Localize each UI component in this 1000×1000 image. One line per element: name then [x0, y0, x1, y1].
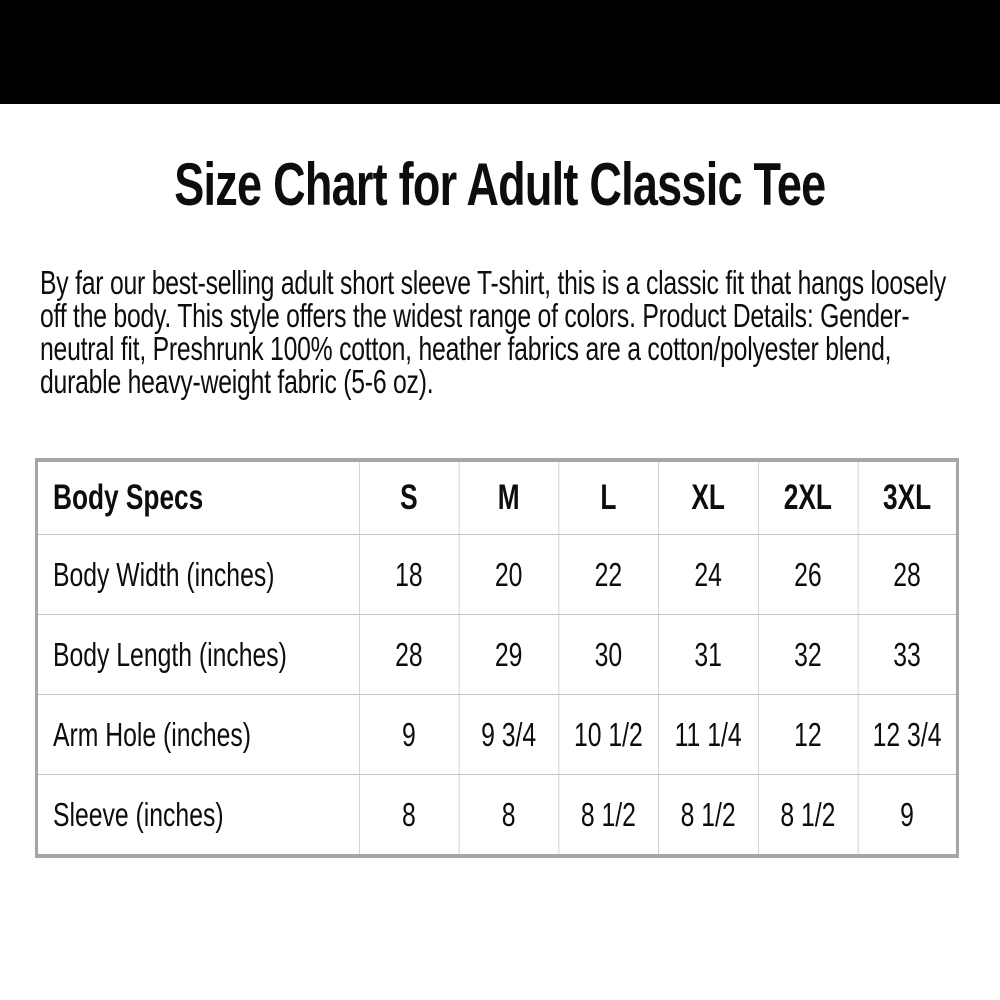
page-title: Size Chart for Adult Classic Tee [174, 151, 826, 218]
table-cell: 33 [857, 614, 958, 695]
size-chart-table: Body Specs S M L XL 2XL 3XL Body Width (… [35, 458, 959, 858]
header-bar [0, 0, 1000, 104]
table-cell: 8 [458, 774, 559, 857]
table-cell: 11 1/4 [657, 694, 759, 775]
table-cell: 20 [458, 534, 559, 615]
table-row: Body Length (inches) 28 29 30 31 32 33 [36, 614, 958, 695]
column-header-xl: XL [657, 459, 759, 535]
column-header-s: S [358, 459, 460, 535]
column-header-body-specs: Body Specs [36, 459, 360, 535]
column-header-2xl: 2XL [757, 459, 859, 535]
table-cell: 8 1/2 [657, 774, 759, 857]
table-cell: 8 1/2 [558, 774, 659, 857]
table-header-row: Body Specs S M L XL 2XL 3XL [36, 459, 958, 535]
table-cell: 8 1/2 [757, 774, 859, 857]
table-cell: 32 [757, 614, 859, 695]
table-cell: 24 [657, 534, 759, 615]
size-chart: Body Specs S M L XL 2XL 3XL Body Width (… [35, 458, 959, 858]
table-cell: 28 [358, 614, 460, 695]
table-cell: 31 [657, 614, 759, 695]
row-label: Body Width (inches) [36, 534, 360, 615]
table-cell: 9 [358, 694, 460, 775]
table-cell: 12 3/4 [857, 694, 958, 775]
table-cell: 29 [458, 614, 559, 695]
table-cell: 18 [358, 534, 460, 615]
table-cell: 9 3/4 [458, 694, 559, 775]
table-row: Arm Hole (inches) 9 9 3/4 10 1/2 11 1/4 … [36, 694, 958, 775]
table-row: Sleeve (inches) 8 8 8 1/2 8 1/2 8 1/2 9 [36, 774, 958, 857]
row-label: Arm Hole (inches) [36, 694, 360, 775]
table-cell: 10 1/2 [558, 694, 659, 775]
row-label: Body Length (inches) [36, 614, 360, 695]
column-header-m: M [458, 459, 559, 535]
row-label: Sleeve (inches) [36, 774, 360, 857]
table-row: Body Width (inches) 18 20 22 24 26 28 [36, 534, 958, 615]
table-cell: 26 [757, 534, 859, 615]
column-header-l: L [558, 459, 659, 535]
table-cell: 30 [558, 614, 659, 695]
product-description: By far our best-selling adult short slee… [40, 264, 947, 400]
table-cell: 8 [358, 774, 460, 857]
table-cell: 28 [857, 534, 958, 615]
table-cell: 9 [857, 774, 958, 857]
table-cell: 12 [757, 694, 859, 775]
column-header-3xl: 3XL [857, 459, 958, 535]
table-cell: 22 [558, 534, 659, 615]
